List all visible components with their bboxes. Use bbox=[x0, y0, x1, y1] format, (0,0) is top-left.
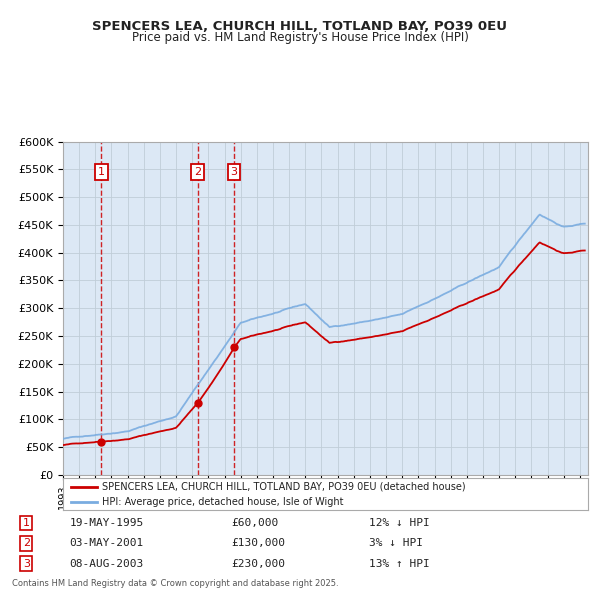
Text: 3% ↓ HPI: 3% ↓ HPI bbox=[369, 539, 423, 548]
Text: £60,000: £60,000 bbox=[231, 518, 278, 528]
Text: 2: 2 bbox=[23, 539, 30, 548]
Text: SPENCERS LEA, CHURCH HILL, TOTLAND BAY, PO39 0EU (detached house): SPENCERS LEA, CHURCH HILL, TOTLAND BAY, … bbox=[103, 481, 466, 491]
Text: 19-MAY-1995: 19-MAY-1995 bbox=[70, 518, 144, 528]
Text: Contains HM Land Registry data © Crown copyright and database right 2025.
This d: Contains HM Land Registry data © Crown c… bbox=[12, 579, 338, 590]
Text: SPENCERS LEA, CHURCH HILL, TOTLAND BAY, PO39 0EU: SPENCERS LEA, CHURCH HILL, TOTLAND BAY, … bbox=[92, 20, 508, 33]
Text: 3: 3 bbox=[23, 559, 30, 569]
Text: 12% ↓ HPI: 12% ↓ HPI bbox=[369, 518, 430, 528]
Text: 03-MAY-2001: 03-MAY-2001 bbox=[70, 539, 144, 548]
Text: 08-AUG-2003: 08-AUG-2003 bbox=[70, 559, 144, 569]
Text: 2: 2 bbox=[194, 167, 201, 177]
Text: Price paid vs. HM Land Registry's House Price Index (HPI): Price paid vs. HM Land Registry's House … bbox=[131, 31, 469, 44]
Text: HPI: Average price, detached house, Isle of Wight: HPI: Average price, detached house, Isle… bbox=[103, 497, 344, 507]
Text: £230,000: £230,000 bbox=[231, 559, 285, 569]
Text: 1: 1 bbox=[23, 518, 30, 528]
Text: 13% ↑ HPI: 13% ↑ HPI bbox=[369, 559, 430, 569]
Text: 3: 3 bbox=[230, 167, 238, 177]
Text: 1: 1 bbox=[98, 167, 105, 177]
Text: £130,000: £130,000 bbox=[231, 539, 285, 548]
